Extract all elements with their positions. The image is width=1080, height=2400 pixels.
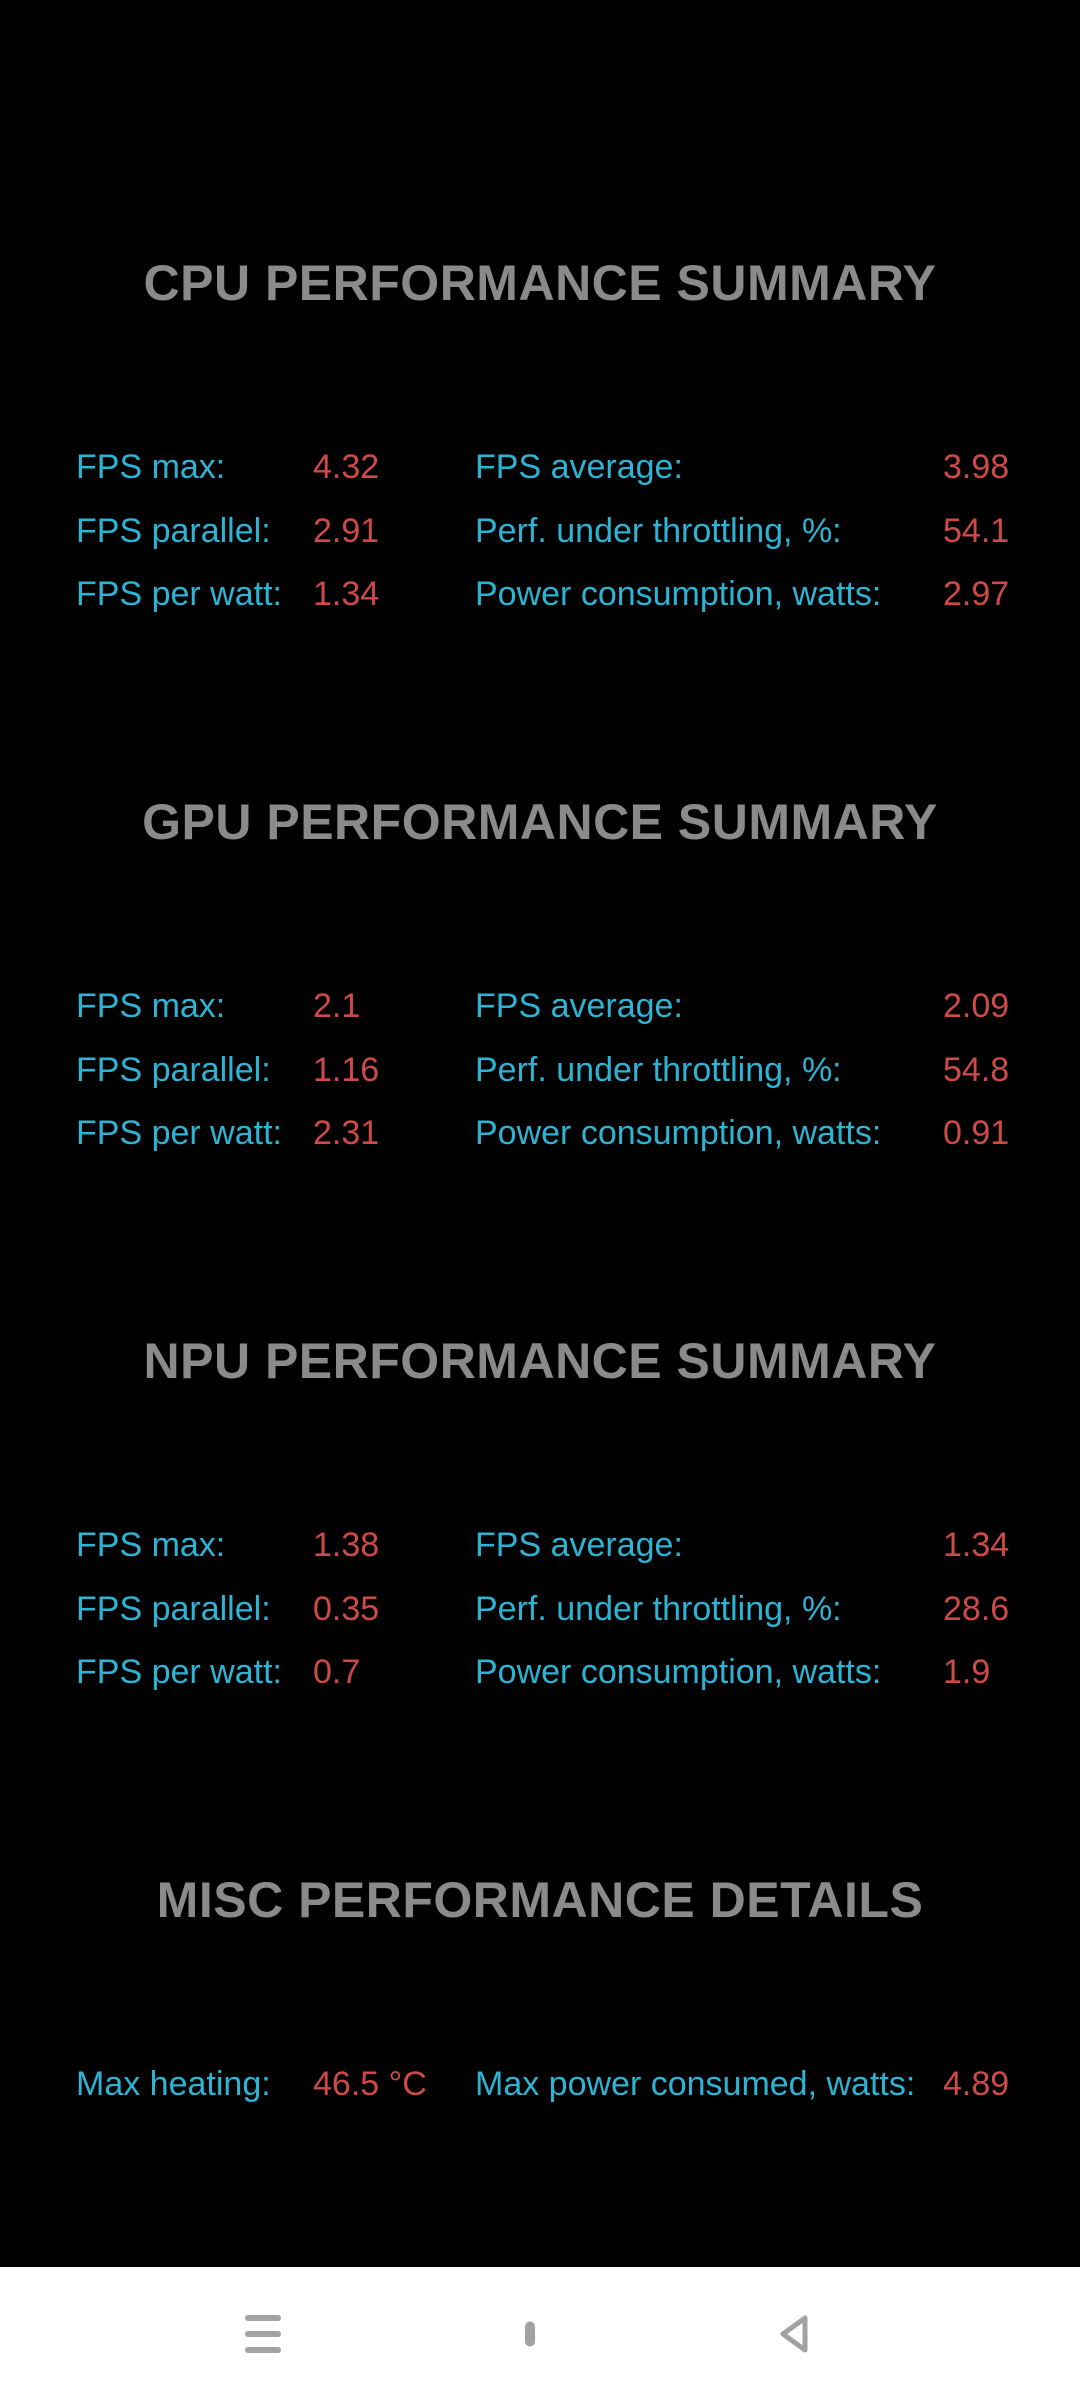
section-title-gpu: GPU PERFORMANCE SUMMARY — [142, 794, 938, 850]
metric-value: 1.9 — [943, 1653, 991, 1691]
metric-label: Power consumption, watts: — [475, 575, 882, 613]
metric-value: 2.97 — [943, 575, 1010, 613]
metrics-grid-misc: Max heating: 46.5 °C Max power consumed,… — [0, 2064, 1080, 2104]
metric-row: FPS per watt: 2.31 Power consumption, wa… — [76, 1113, 1009, 1153]
metrics-grid-npu: FPS max: 1.38 FPS average: 1.34 FPS para… — [0, 1525, 1080, 1692]
metric-value: 3.98 — [943, 448, 1010, 486]
android-navigation-bar — [0, 2267, 1080, 2400]
metric-label: FPS per watt: — [76, 575, 282, 613]
section-misc: MISC PERFORMANCE DETAILS Max heating: 46… — [0, 1873, 1080, 2104]
metric-label: FPS parallel: — [76, 511, 271, 550]
metric-label: FPS average: — [475, 1526, 683, 1564]
metric-label: FPS max: — [76, 1526, 226, 1564]
metric-label: FPS parallel: — [76, 1050, 271, 1089]
metric-value: 1.34 — [943, 1526, 1010, 1564]
metric-row: FPS parallel: 0.35 Perf. under throttlin… — [76, 1589, 1009, 1629]
metric-value: 0.91 — [943, 1114, 1010, 1152]
metric-value: 4.32 — [313, 448, 380, 486]
home-icon — [525, 2321, 535, 2346]
home-button[interactable] — [525, 2321, 535, 2346]
section-title-npu: NPU PERFORMANCE SUMMARY — [143, 1333, 937, 1389]
metric-value: 0.35 — [313, 1589, 380, 1628]
section-cpu: CPU PERFORMANCE SUMMARY FPS max: 4.32 FP… — [0, 256, 1080, 614]
back-button[interactable] — [776, 2312, 814, 2356]
metric-value: 2.1 — [313, 987, 361, 1025]
metric-row: Max heating: 46.5 °C Max power consumed,… — [76, 2064, 1009, 2104]
metric-row: FPS max: 2.1 FPS average: 2.09 — [76, 986, 1009, 1026]
metric-value: 46.5 °C — [313, 2065, 427, 2103]
metric-label: Perf. under throttling, %: — [475, 1589, 842, 1628]
metric-value: 4.89 — [943, 2065, 1010, 2103]
section-title-misc: MISC PERFORMANCE DETAILS — [156, 1872, 924, 1928]
metric-label: FPS per watt: — [76, 1114, 282, 1152]
metric-value: 28.6 — [943, 1589, 1010, 1628]
metric-label: Power consumption, watts: — [475, 1114, 882, 1152]
recents-icon — [245, 2314, 281, 2353]
metric-label: FPS max: — [76, 448, 226, 486]
metric-value: 1.38 — [313, 1526, 380, 1564]
metric-value: 54.1 — [943, 511, 1010, 550]
metric-label: Power consumption, watts: — [475, 1653, 882, 1691]
metric-row: FPS max: 1.38 FPS average: 1.34 — [76, 1525, 1009, 1565]
metrics-grid-cpu: FPS max: 4.32 FPS average: 3.98 FPS para… — [0, 447, 1080, 614]
metric-label: Max heating: — [76, 2065, 271, 2103]
metric-row: FPS per watt: 1.34 Power consumption, wa… — [76, 574, 1009, 614]
metric-value: 1.16 — [313, 1050, 380, 1089]
metric-value: 2.31 — [313, 1114, 380, 1152]
metric-row: FPS per watt: 0.7 Power consumption, wat… — [76, 1652, 1005, 1692]
metric-row: FPS parallel: 2.91 Perf. under throttlin… — [76, 511, 1009, 551]
metric-label: FPS average: — [475, 448, 683, 486]
metric-label: FPS parallel: — [76, 1589, 271, 1628]
metric-label: FPS per watt: — [76, 1653, 282, 1691]
metric-value: 0.7 — [313, 1653, 361, 1691]
results-content: CPU PERFORMANCE SUMMARY FPS max: 4.32 FP… — [0, 256, 1080, 2104]
metric-value: 1.34 — [313, 575, 380, 613]
metric-label: Perf. under throttling, %: — [475, 511, 842, 550]
metric-value: 2.91 — [313, 511, 380, 550]
recents-button[interactable] — [245, 2314, 281, 2353]
section-title-cpu: CPU PERFORMANCE SUMMARY — [143, 255, 937, 311]
section-npu: NPU PERFORMANCE SUMMARY FPS max: 1.38 FP… — [0, 1334, 1080, 1692]
metric-row: FPS max: 4.32 FPS average: 3.98 — [76, 447, 1009, 487]
metric-label: FPS average: — [475, 987, 683, 1025]
section-gpu: GPU PERFORMANCE SUMMARY FPS max: 2.1 FPS… — [0, 795, 1080, 1153]
metric-value: 54.8 — [943, 1050, 1010, 1089]
metric-label: FPS max: — [76, 987, 226, 1025]
metric-label: Max power consumed, watts: — [475, 2065, 916, 2103]
back-icon — [780, 2315, 808, 2352]
metrics-grid-gpu: FPS max: 2.1 FPS average: 2.09 FPS paral… — [0, 986, 1080, 1153]
metric-label: Perf. under throttling, %: — [475, 1050, 842, 1089]
metric-row: FPS parallel: 1.16 Perf. under throttlin… — [76, 1050, 1009, 1090]
metric-value: 2.09 — [943, 987, 1010, 1025]
